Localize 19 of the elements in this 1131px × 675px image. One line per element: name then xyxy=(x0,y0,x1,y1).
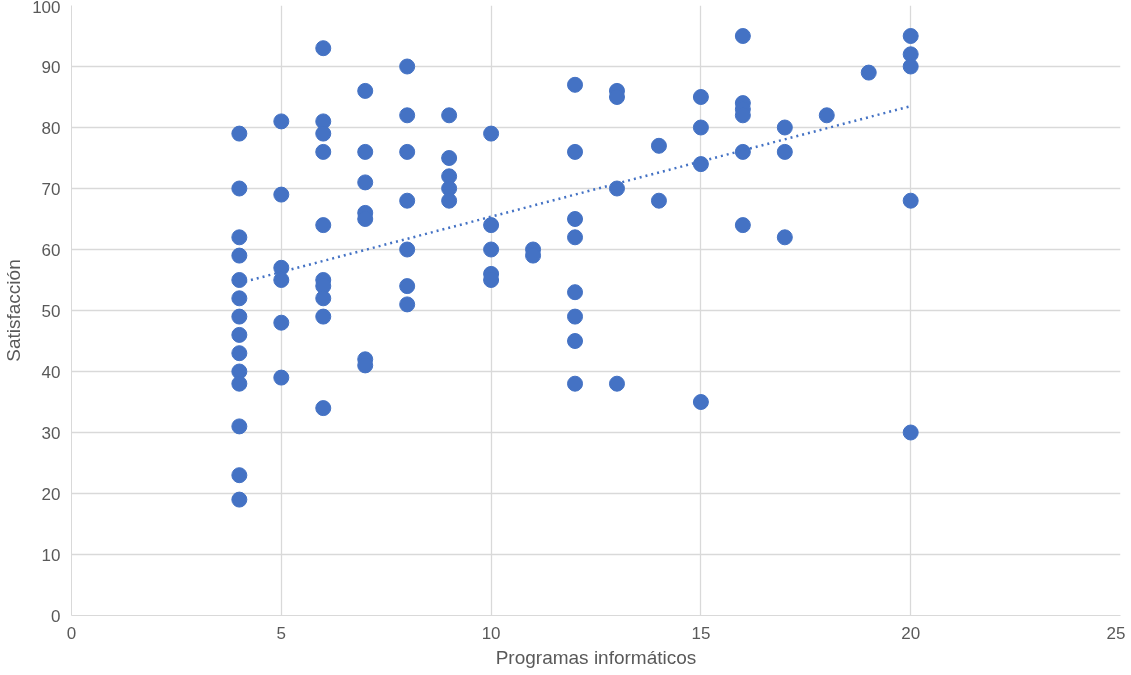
x-axis-title: Programas informáticos xyxy=(495,646,697,668)
x-tick-label: 15 xyxy=(691,623,711,643)
y-tick-label: 90 xyxy=(41,57,61,77)
y-tick-label: 0 xyxy=(51,606,61,626)
y-tick-label: 60 xyxy=(41,240,61,260)
x-tick-label: 0 xyxy=(66,623,77,643)
y-tick-label: 100 xyxy=(32,0,61,17)
y-tick-label: 30 xyxy=(41,423,61,443)
y-tick-label: 50 xyxy=(41,301,61,321)
x-tick-label: 5 xyxy=(276,623,287,643)
y-tick-label: 40 xyxy=(41,362,61,382)
x-tick-label: 20 xyxy=(901,623,921,643)
y-tick-label: 70 xyxy=(41,179,61,199)
x-tick-label: 10 xyxy=(481,623,501,643)
x-tick-label: 25 xyxy=(1106,623,1126,643)
y-axis-title: Satisfacción xyxy=(3,259,25,362)
y-tick-label: 20 xyxy=(41,484,61,504)
y-tick-label: 10 xyxy=(41,545,61,565)
y-tick-label: 80 xyxy=(41,118,61,138)
